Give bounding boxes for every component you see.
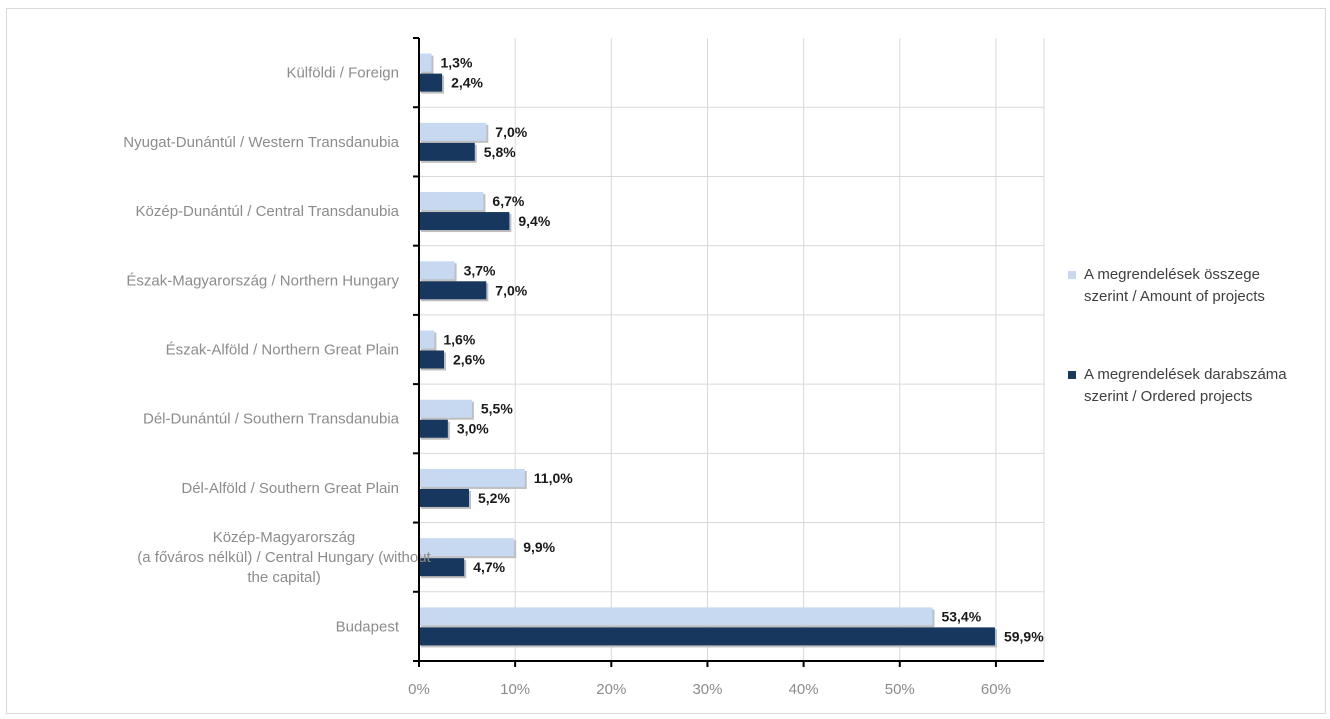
bar-ordered [419,281,487,300]
data-label-ordered: 3,0% [457,421,489,437]
legend-item-amount: A megrendelések összege szerint / Amount… [1068,264,1330,308]
x-tick-label: 50% [885,681,915,698]
legend-swatch-amount [1068,271,1076,279]
data-label-amount: 7,0% [495,124,527,140]
category-label: Külföldi / Foreign [286,65,399,82]
x-tick-label: 30% [692,681,722,698]
bar-ordered [419,627,995,646]
category-label: Észak-Magyarország / Northern Hungary [126,272,399,289]
bar-ordered [419,73,443,92]
data-label-ordered: 5,2% [478,490,510,506]
category-label: Közép-Dunántúl / Central Transdanubia [136,203,400,220]
category-label: Észak-Alföld / Northern Great Plain [166,342,399,359]
bar-amount [419,468,525,487]
legend-label-ordered-line1: A megrendelések darabszáma [1084,366,1287,383]
bar-amount [419,330,435,349]
data-label-amount: 11,0% [534,470,573,486]
x-tick-label: 20% [596,681,626,698]
data-label-amount: 6,7% [492,193,524,209]
category-label: Közép-Magyarország [213,529,356,546]
bar-amount [419,122,487,141]
bar-ordered [419,212,510,231]
bar-amount [419,53,432,72]
bar-amount [419,399,472,418]
data-label-amount: 9,9% [523,539,555,555]
chart-frame [6,8,1326,714]
data-label-amount: 5,5% [481,401,513,417]
category-label: (a főváros nélkül) / Central Hungary (wi… [137,549,431,566]
bar-ordered [419,488,469,507]
x-tick-label: 60% [981,681,1011,698]
data-label-ordered: 2,6% [453,352,485,368]
data-label-ordered: 59,9% [1004,628,1044,644]
data-label-ordered: 4,7% [473,559,505,575]
data-label-ordered: 2,4% [451,75,483,91]
legend-label-amount-line2: szerint / Amount of projects [1084,288,1265,305]
category-label: Nyugat-Dunántúl / Western Transdanubia [123,134,399,151]
category-label: the capital) [247,569,320,586]
bar-amount [419,538,515,557]
category-label: Dél-Alföld / Southern Great Plain [181,480,399,497]
category-label: Budapest [336,618,400,635]
data-label-amount: 1,3% [441,55,473,71]
x-tick-label: 10% [500,681,530,698]
data-label-amount: 53,4% [941,608,981,624]
legend-label-ordered-line2: szerint / Ordered projects [1084,388,1253,405]
bar-amount [419,192,484,211]
bar-ordered [419,142,475,161]
data-label-ordered: 5,8% [484,144,516,160]
bar-amount [419,607,933,626]
bar-amount [419,261,455,280]
legend-item-ordered: A megrendelések darabszáma szerint / Ord… [1068,364,1330,408]
legend-swatch-ordered [1068,371,1076,379]
data-label-ordered: 9,4% [518,213,550,229]
data-label-amount: 3,7% [464,262,496,278]
data-label-ordered: 7,0% [495,282,527,298]
bar-ordered [419,350,444,369]
bar-ordered [419,558,465,577]
bar-ordered [419,419,448,438]
data-label-amount: 1,6% [443,332,475,348]
x-tick-label: 0% [408,681,430,698]
category-label: Dél-Dunántúl / Southern Transdanubia [143,411,400,428]
x-tick-label: 40% [789,681,819,698]
legend-label-amount-line1: A megrendelések összege [1084,266,1260,283]
